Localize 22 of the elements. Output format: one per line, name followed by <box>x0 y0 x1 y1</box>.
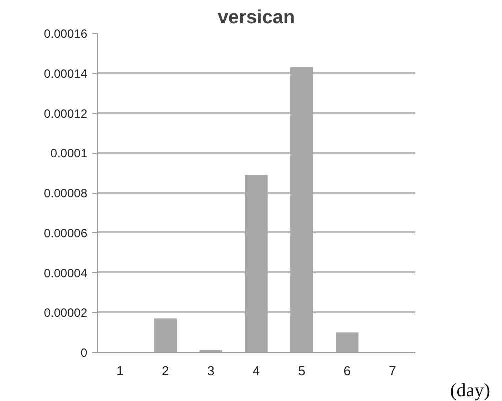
x-tick-label: 5 <box>298 364 306 378</box>
y-tick-label: 0.00002 <box>44 306 88 320</box>
y-tick-label: 0.00016 <box>44 27 88 41</box>
bar <box>336 332 359 352</box>
x-tick-label: 4 <box>252 364 260 378</box>
bar <box>245 175 268 352</box>
y-tick-label: 0.00014 <box>44 66 88 81</box>
x-tick-label: 7 <box>389 364 396 378</box>
y-tick-label: 0 <box>80 346 88 360</box>
x-tick-label: 3 <box>207 364 215 378</box>
x-tick-label: 1 <box>116 364 124 378</box>
bar <box>154 318 177 352</box>
y-tick-label: 0.0001 <box>50 146 88 161</box>
x-axis-title: (day) <box>450 380 491 401</box>
y-tick-label: 0.00012 <box>44 106 88 121</box>
bar <box>290 67 314 352</box>
x-tick-label: 6 <box>344 364 351 378</box>
y-tick-label: 0.00006 <box>44 226 88 240</box>
y-tick-label: 0.00004 <box>44 266 88 280</box>
x-tick-label: 2 <box>162 364 170 378</box>
y-tick-label: 0.00008 <box>44 186 88 200</box>
chart-title: versican <box>218 8 296 28</box>
